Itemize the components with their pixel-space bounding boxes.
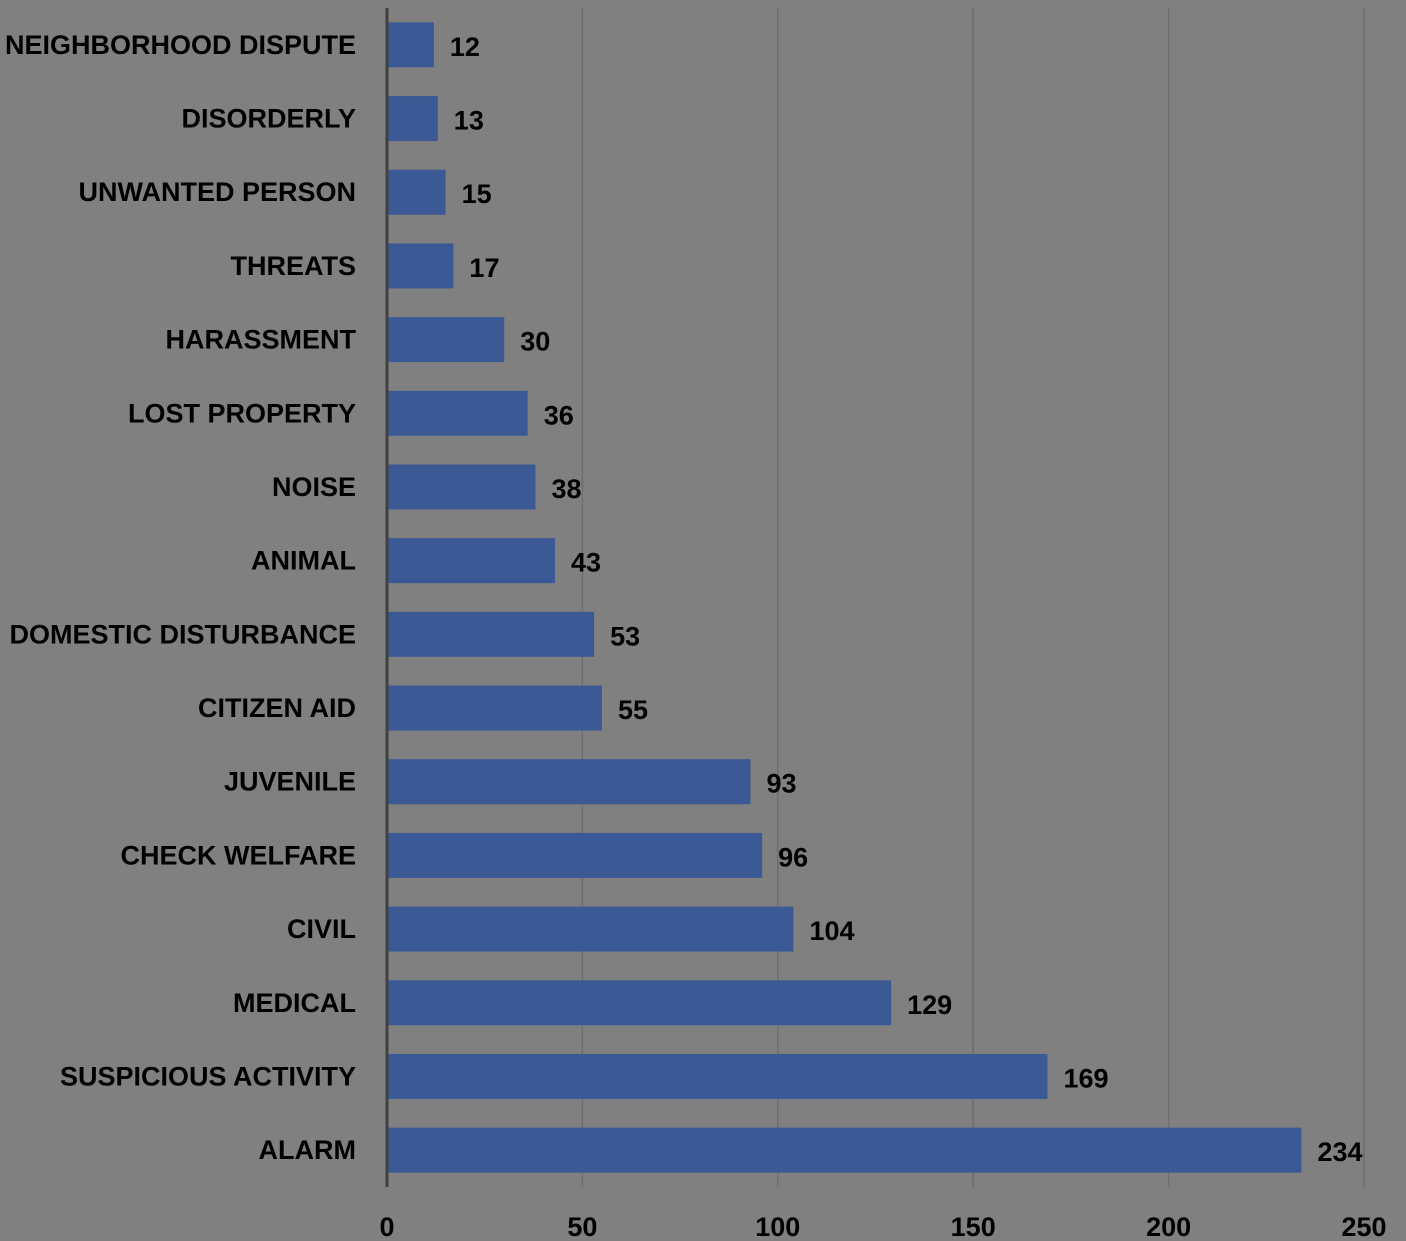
x-tick-label: 0: [379, 1212, 394, 1241]
category-label: HARASSMENT: [165, 325, 356, 355]
bar: [387, 759, 751, 805]
bar: [387, 832, 763, 878]
data-label: 234: [1317, 1137, 1362, 1167]
category-label: CHECK WELFARE: [121, 840, 357, 870]
category-label: DISORDERLY: [181, 104, 356, 134]
data-label: 12: [450, 32, 480, 62]
category-label: UNWANTED PERSON: [78, 177, 356, 207]
x-tick-label: 50: [567, 1212, 597, 1241]
bar: [387, 1053, 1048, 1099]
data-label: 15: [462, 179, 492, 209]
category-label: SUSPICIOUS ACTIVITY: [60, 1061, 356, 1091]
category-label: MEDICAL: [233, 988, 356, 1018]
bar: [387, 243, 454, 289]
bar: [387, 980, 892, 1026]
category-label: NOISE: [272, 472, 356, 502]
data-label: 17: [469, 253, 499, 283]
bars: [387, 22, 1302, 1173]
x-tick-label: 100: [755, 1212, 800, 1241]
category-label: ANIMAL: [251, 546, 356, 576]
data-label: 104: [809, 916, 854, 946]
x-tick-label: 250: [1341, 1212, 1386, 1241]
data-label: 30: [520, 327, 550, 357]
category-label: LOST PROPERTY: [128, 398, 356, 428]
bar: [387, 22, 434, 68]
bar: [387, 390, 528, 436]
x-tick-label: 150: [951, 1212, 996, 1241]
data-label: 169: [1063, 1063, 1108, 1093]
category-label: CIVIL: [287, 914, 356, 944]
data-label: 55: [618, 695, 648, 725]
category-label: CITIZEN AID: [198, 693, 356, 723]
category-label: JUVENILE: [224, 767, 356, 797]
data-label: 13: [454, 106, 484, 136]
data-labels: 12 13 15 17 30 36 38 43 53 55 93 96 104 129 169 234: [450, 32, 1363, 1167]
data-label: 96: [778, 842, 808, 872]
bar: [387, 464, 536, 510]
bar: [387, 611, 595, 657]
data-label: 36: [544, 400, 574, 430]
category-labels: NEIGHBORHOOD DISPUTE DISORDERLY UNWANTED P…: [5, 30, 357, 1165]
category-label: DOMESTIC DISTURBANCE: [9, 619, 356, 649]
data-label: 129: [907, 990, 952, 1020]
bar: [387, 685, 602, 731]
data-label: 93: [766, 769, 796, 799]
data-label: 38: [552, 474, 582, 504]
category-label: ALARM: [259, 1135, 356, 1165]
bar: [387, 169, 446, 215]
bar: [387, 1127, 1302, 1173]
bar: [387, 317, 505, 363]
data-label: 43: [571, 548, 601, 578]
bar: [387, 538, 556, 584]
x-tick-labels: 0 50 100 150 200 250: [379, 1212, 1386, 1241]
bar: [387, 906, 794, 952]
bar: [387, 96, 438, 142]
category-label: NEIGHBORHOOD DISPUTE: [5, 30, 356, 60]
x-tick-label: 200: [1146, 1212, 1191, 1241]
data-label: 53: [610, 621, 640, 651]
category-label: THREATS: [231, 251, 357, 281]
